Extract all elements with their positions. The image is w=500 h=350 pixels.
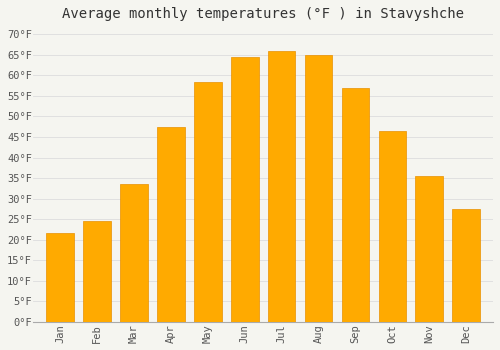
- Bar: [416, 176, 443, 322]
- Bar: [157, 127, 185, 322]
- Bar: [84, 221, 111, 322]
- Bar: [342, 88, 369, 322]
- Bar: [378, 131, 406, 322]
- Bar: [194, 82, 222, 322]
- Bar: [231, 57, 258, 322]
- Bar: [46, 233, 74, 322]
- Bar: [120, 184, 148, 322]
- Bar: [452, 209, 480, 322]
- Bar: [304, 55, 332, 322]
- Title: Average monthly temperatures (°F ) in Stavyshche: Average monthly temperatures (°F ) in St…: [62, 7, 464, 21]
- Bar: [268, 51, 295, 322]
